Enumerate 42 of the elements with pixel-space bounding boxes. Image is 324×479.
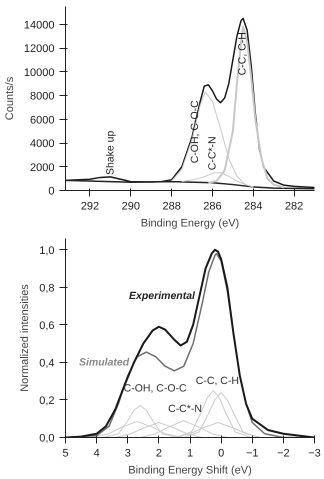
y-tick-label: 0,8 [39,282,55,294]
y-tick-label: 0,0 [39,432,55,444]
x-tick-label: −2 [277,448,290,460]
annotation: C-OH, C-O-C [188,100,201,164]
x-tick-label: 284 [244,200,262,212]
x-tick-label: 4 [94,448,100,460]
y-tick-label: 12000 [24,43,55,56]
x-axis-title: Binding Energy (eV) [140,218,240,230]
y-tick-label: 6000 [30,114,55,126]
annotation: C-OH, C-O-C [124,382,188,395]
y-axis-title: Counts/s [4,76,16,120]
x-axis-title: Binding Energy Shift (eV) [128,464,252,476]
x-tick-label: 1 [186,448,194,460]
y-tick-label: 0,4 [39,357,55,370]
y-tick-label: 2000 [30,162,55,174]
x-tick-label: 0 [218,448,224,460]
y-tick-label: 0,6 [39,320,55,332]
x-tick-label: 286 [203,200,222,212]
y-tick-label: 4000 [30,138,55,150]
y-tick-label: 1,0 [39,244,55,257]
annotation: Shake up [104,130,116,176]
x-tick-label: −1 [246,448,259,460]
x-tick-label: 282 [284,200,304,212]
x-tick-label: 5 [62,448,69,460]
annotation: C-C*-N [168,403,202,416]
x-tick-label: −3 [308,448,321,460]
annotation: C-C*-N [206,136,218,170]
y-tick-label: 10000 [24,66,55,79]
x-tick-label: 292 [80,200,100,212]
x-tick-label: 290 [122,200,140,212]
y-axis-title: Normalized intensities [19,284,32,392]
x-tick-label: 3 [124,448,131,460]
y-tick-label: 0,2 [39,394,55,407]
annotation: C-C, C-H [236,32,248,76]
y-tick-label: 14000 [24,19,55,32]
x-tick-label: 2 [156,448,162,460]
x-tick-label: 288 [162,200,181,212]
annotation: C-C, C-H [196,375,239,388]
annotation: Simulated [79,356,130,368]
y-tick-label: 8000 [30,90,55,103]
annotation: Experimental [129,290,196,302]
y-tick-label: 0 [48,186,55,198]
